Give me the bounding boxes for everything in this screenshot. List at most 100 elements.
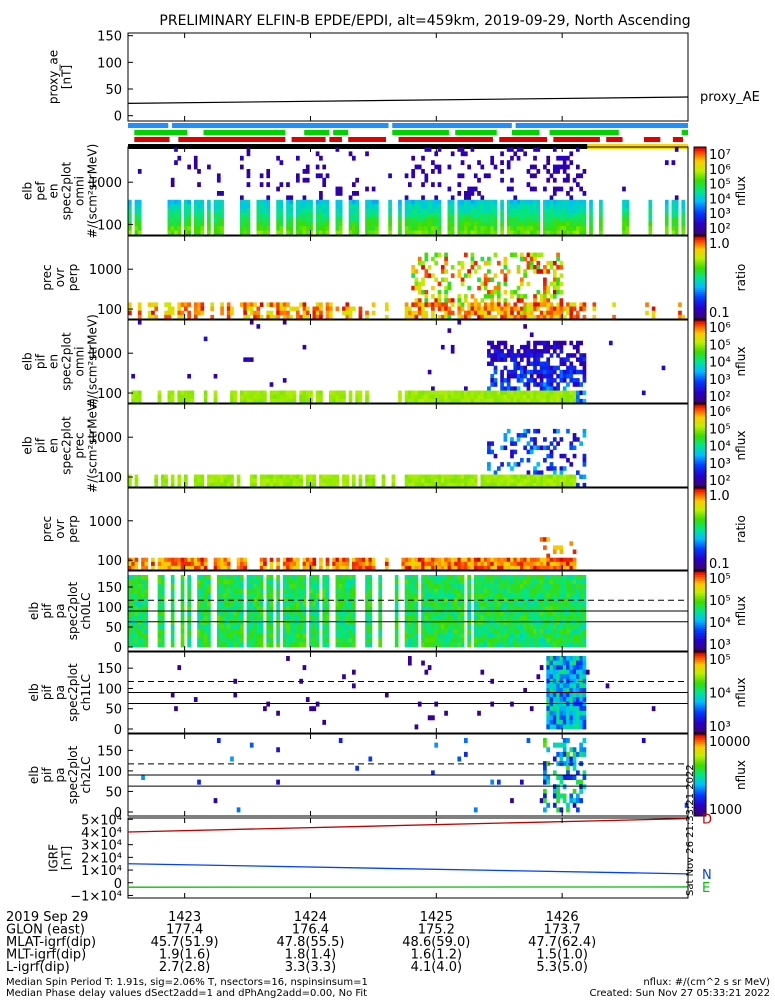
prec-ovr-perp-e-cell — [415, 269, 419, 274]
prec-ovr-perp-e-cell — [210, 307, 214, 312]
proxy-ae-ytick: 100 — [97, 56, 122, 71]
prec-ovr-perp-e-cell — [480, 298, 484, 303]
elb-pif-pa-ch0LC-cell — [444, 602, 448, 607]
prec-ovr-perp-e-cell — [487, 290, 491, 295]
elb-pef-en-spec2plot-omni-cell — [510, 226, 514, 231]
elb-pif-pa-ch0LC-cell — [312, 625, 316, 630]
elb-pef-en-spec2plot-omni-cell — [319, 209, 323, 214]
elb-pif-pa-ch0LC-cell — [247, 584, 251, 589]
elb-pef-en-spec2plot-omni-cell — [177, 200, 181, 205]
elb-pif-pa-ch0LC-cell — [438, 611, 442, 616]
prec-ovr-perp-i-cell — [227, 558, 231, 563]
elb-pef-en-spec2plot-omni-cell — [336, 222, 340, 227]
elb-pif-en-spec2plot-omni-cell — [309, 395, 313, 400]
elb-pif-pa-ch0LC-cell — [309, 625, 313, 630]
elb-pef-en-spec2plot-omni-cell — [681, 213, 685, 218]
elb-pif-en-spec2plot-prec-cell — [382, 479, 386, 484]
elb-pif-en-spec2plot-prec-cell — [474, 475, 478, 480]
elb-pif-pa-ch0LC-cell — [536, 629, 540, 634]
elb-pif-en-spec2plot-omni-cell — [530, 353, 534, 358]
elb-pef-en-spec2plot-omni-cell — [589, 222, 593, 227]
elb-pif-pa-ch0LC-cell — [217, 575, 221, 580]
prec-ovr-perp-e-cell — [164, 311, 168, 316]
elb-pif-en-spec2plot-prec-cell — [411, 479, 415, 484]
prec-ovr-perp-e-cell — [546, 290, 550, 295]
elb-pif-en-spec2plot-prec-cell — [372, 479, 376, 484]
elb-pif-pa-ch0LC-cell — [428, 625, 432, 630]
prec-ovr-perp-e-cell — [563, 307, 567, 312]
elb-pef-en-spec2plot-omni-cell — [507, 160, 511, 165]
elb-pif-pa-ch0LC-cell — [131, 584, 135, 589]
elb-pif-en-spec2plot-omni-cell — [543, 395, 547, 400]
prec-ovr-perp-e-cell — [444, 298, 448, 303]
elb-pef-en-spec2plot-omni-cell — [220, 191, 224, 196]
prec-ovr-perp-i-cell — [556, 558, 560, 563]
elb-pif-pa-ch0LC-cell — [467, 643, 471, 648]
elb-pef-en-spec2plot-omni-cell — [368, 200, 372, 205]
elb-pif-pa-ch0LC-cell — [494, 611, 498, 616]
elb-pif-en-spec2plot-omni-cell — [441, 345, 445, 350]
elb-pef-en-spec2plot-omni-cell — [681, 226, 685, 231]
elb-pif-pa-ch0LC-cell — [253, 643, 257, 648]
elb-pif-pa-ch0LC-cell — [530, 580, 534, 585]
elb-pif-pa-ch0LC-cell — [352, 602, 356, 607]
elb-pif-pa-ch0LC-cell — [345, 625, 349, 630]
prec-ovr-perp-e-cell — [504, 298, 508, 303]
prec-ovr-perp-e-cell — [583, 302, 587, 307]
elb-pef-en-spec2plot-omni-cell — [352, 217, 356, 222]
elb-pef-en-spec2plot-omni-cell — [523, 200, 527, 205]
elb-pif-pa-ch0LC-cell — [266, 584, 270, 589]
prec-ovr-perp-i-cell — [497, 558, 501, 563]
elb-pif-en-spec2plot-omni-cell — [517, 374, 521, 379]
prec-ovr-perp-e-cell — [444, 261, 448, 266]
prec-ovr-perp-e-cell — [421, 261, 425, 266]
elb-pef-en-spec2plot-omni-cell — [523, 226, 527, 231]
elb-pif-en-spec2plot-prec-cell — [513, 441, 517, 446]
elb-pef-en-spec2plot-omni-cell — [563, 178, 567, 183]
elb-pif-en-spec2plot-prec-cell — [280, 475, 284, 480]
elb-pif-pa-ch0LC-cell — [266, 620, 270, 625]
elb-pif-pa-ch0LC-cell — [553, 580, 557, 585]
elb-pif-en-spec2plot-omni-cell — [520, 378, 524, 383]
prec-ovr-perp-i-ytick: 100 — [97, 554, 122, 569]
elb-pif-en-spec2plot-omni-cell — [158, 395, 162, 400]
prec-ovr-perp-e-cell — [678, 311, 682, 316]
elb-pif-pa-ch0LC-cell — [217, 589, 221, 594]
elb-pef-en-spec2plot-omni-cell — [368, 226, 372, 231]
elb-pif-pa-ch0LC-cell — [289, 611, 293, 616]
prec-ovr-perp-e-cell — [151, 311, 155, 316]
elb-pef-en-spec2plot-omni-cell — [303, 200, 307, 205]
elb-pef-en-spec2plot-omni-cell — [408, 204, 412, 209]
prec-ovr-perp-e-cell — [556, 307, 560, 312]
elb-pif-pa-ch0LC-cell — [158, 629, 162, 634]
elb-pif-en-spec2plot-prec-cell — [530, 475, 534, 480]
elb-pif-en-spec2plot-omni-cell — [484, 391, 488, 396]
elb-pef-en-spec2plot-omni-cell — [523, 151, 527, 156]
elb-pif-en-spec2plot-prec-cell — [431, 479, 435, 484]
elb-pif-pa-ch0LC-cell — [576, 634, 580, 639]
elb-pef-en-spec2plot-omni-cell — [480, 213, 484, 218]
elb-pif-pa-ch0LC-cell — [224, 593, 228, 598]
elb-pef-en-spec2plot-omni-cell — [675, 200, 679, 205]
prec-ovr-perp-e-cell — [533, 298, 537, 303]
elb-pif-pa-ch0LC-cell — [322, 643, 326, 648]
elb-pef-en-spec2plot-omni-cell — [372, 187, 376, 192]
status-bar-segment — [204, 130, 286, 135]
elb-pif-en-spec2plot-prec-cell — [230, 475, 234, 480]
prec-ovr-perp-e-cell — [418, 261, 422, 266]
elb-pif-pa-ch0LC-cell — [224, 611, 228, 616]
elb-pef-en-spec2plot-omni-cell — [583, 222, 587, 227]
elb-pif-pa-ch0LC-cell — [349, 593, 353, 598]
elb-pif-pa-ch0LC-cell — [487, 575, 491, 580]
elb-pif-pa-ch0LC-cell — [253, 589, 257, 594]
elb-pif-pa-ch0LC-cell — [461, 584, 465, 589]
elb-pef-en-spec2plot-omni-cell — [174, 222, 178, 227]
elb-pef-en-spec2plot-omni-cell — [487, 173, 491, 178]
prec-ovr-perp-i-cell — [164, 562, 168, 567]
elb-pef-en-spec2plot-omni-cell — [197, 182, 201, 187]
elb-pif-pa-ch0LC-cell — [576, 589, 580, 594]
elb-pif-en-spec2plot-omni-cell — [576, 391, 580, 396]
elb-pif-pa-ch0LC-cell — [494, 593, 498, 598]
elb-pif-pa-ch0LC-cell — [451, 625, 455, 630]
elb-pif-pa-ch0LC-cell — [527, 575, 531, 580]
